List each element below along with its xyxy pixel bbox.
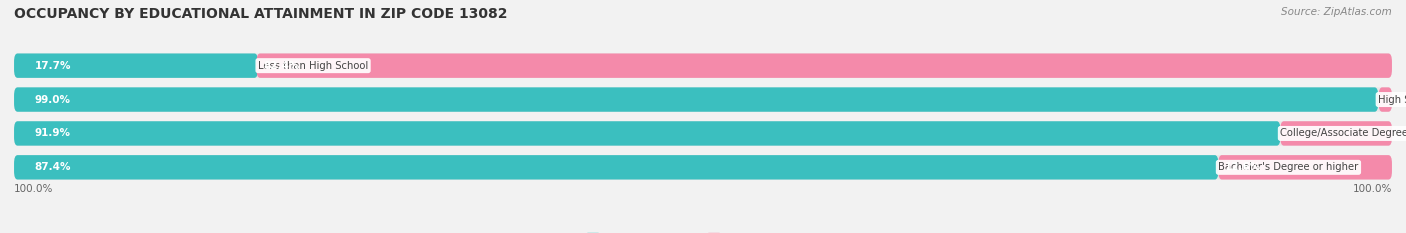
FancyBboxPatch shape (14, 87, 1378, 112)
Legend: Owner-occupied, Renter-occupied: Owner-occupied, Renter-occupied (582, 229, 824, 233)
FancyBboxPatch shape (14, 53, 257, 78)
FancyBboxPatch shape (14, 53, 1392, 78)
Text: 99.0%: 99.0% (35, 95, 70, 105)
Text: 100.0%: 100.0% (1353, 184, 1392, 194)
Text: Bachelor's Degree or higher: Bachelor's Degree or higher (1219, 162, 1358, 172)
FancyBboxPatch shape (14, 155, 1392, 180)
Text: 17.7%: 17.7% (35, 61, 72, 71)
FancyBboxPatch shape (14, 121, 1392, 146)
FancyBboxPatch shape (14, 155, 1219, 180)
Text: 91.9%: 91.9% (35, 128, 70, 138)
FancyBboxPatch shape (1379, 87, 1392, 112)
Text: High School Diploma: High School Diploma (1378, 95, 1406, 105)
Text: OCCUPANCY BY EDUCATIONAL ATTAINMENT IN ZIP CODE 13082: OCCUPANCY BY EDUCATIONAL ATTAINMENT IN Z… (14, 7, 508, 21)
Text: 12.6%: 12.6% (1225, 162, 1261, 172)
FancyBboxPatch shape (14, 87, 1392, 112)
Text: 87.4%: 87.4% (35, 162, 72, 172)
Text: Source: ZipAtlas.com: Source: ZipAtlas.com (1281, 7, 1392, 17)
Text: College/Associate Degree: College/Associate Degree (1281, 128, 1406, 138)
Text: 100.0%: 100.0% (14, 184, 53, 194)
FancyBboxPatch shape (256, 53, 1392, 78)
FancyBboxPatch shape (1281, 121, 1392, 146)
Text: Less than High School: Less than High School (257, 61, 368, 71)
FancyBboxPatch shape (1219, 155, 1392, 180)
Text: 82.4%: 82.4% (263, 61, 299, 71)
FancyBboxPatch shape (14, 121, 1281, 146)
